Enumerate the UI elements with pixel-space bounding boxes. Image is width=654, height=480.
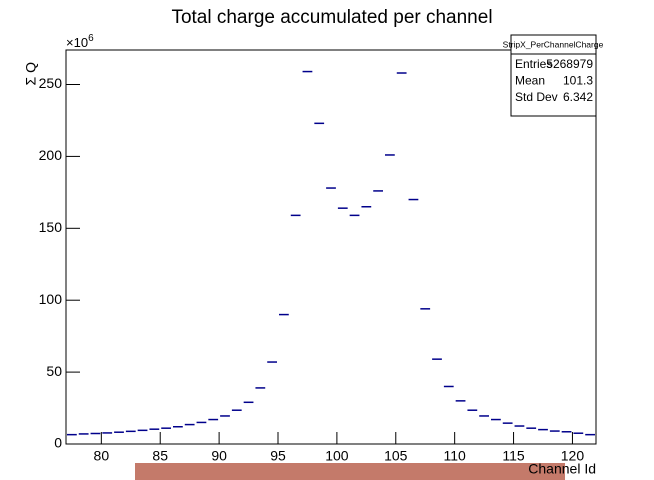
blurred-strip [135,463,565,480]
y-axis-label: Σ Q [23,62,39,86]
x-tick-label: 120 [561,448,585,464]
stats-frame [510,34,597,117]
y-multiplier: ×106 [66,33,94,51]
stats-label: Mean [515,74,545,88]
multiplier-exponent: 6 [88,33,94,44]
x-tick-label: 100 [325,448,349,464]
y-tick-label: 250 [39,75,63,91]
stats-box: StripX_PerChannelCharge [503,34,604,117]
x-tick-label: 90 [211,448,227,464]
x-tick-label: 110 [444,448,467,464]
y-tick-label: 200 [39,147,63,163]
x-tick-label: 105 [384,448,408,464]
stats-label: Entries [515,57,552,71]
frame [65,49,597,445]
stats-label: Std Dev [515,90,558,104]
x-tick-label: 95 [270,448,286,464]
chart-title: Total charge accumulated per channel [171,7,492,28]
y-tick-label: 50 [46,363,62,379]
y-tick-label: 150 [39,219,63,235]
x-tick-label: 80 [94,448,110,464]
stats-value: 6.342 [563,90,593,104]
y-tick-label: 100 [39,291,63,307]
multiplier-base: ×10 [66,35,88,50]
y-tick-label: 0 [54,435,62,451]
stats-title: StripX_PerChannelCharge [503,39,604,49]
x-tick-label: 115 [502,448,525,464]
x-tick-label: 85 [152,448,168,464]
x-axis-label: Channel Id [528,461,596,477]
stats-value: 101.3 [563,74,593,88]
stats-value: 5268979 [546,57,593,71]
